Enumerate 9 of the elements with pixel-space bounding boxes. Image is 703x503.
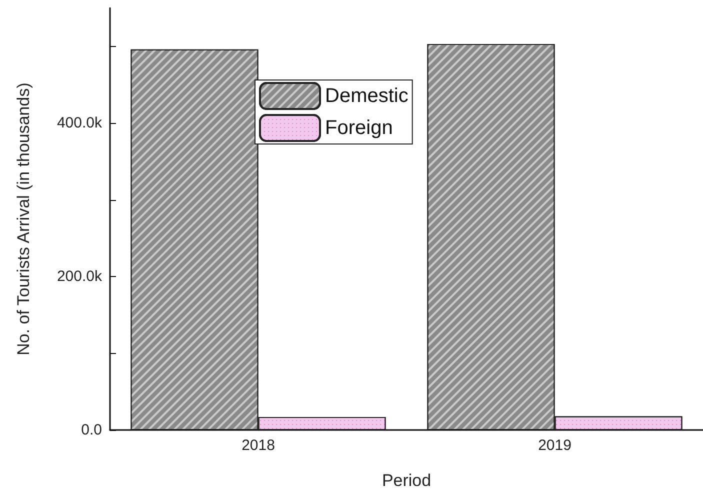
y-tick-label: 200.0k xyxy=(56,268,102,286)
y-tick-label: 0.0 xyxy=(81,422,102,438)
y-axis-title: No. of Tourists Arrival (in thousands) xyxy=(14,82,33,356)
x-axis-title: Period xyxy=(382,471,432,490)
legend-label: Demestic xyxy=(325,85,408,107)
legend-label: Foreign xyxy=(325,117,393,139)
y-tick-label: 400.0k xyxy=(56,114,102,132)
x-tick-label: 2019 xyxy=(538,437,572,454)
x-tick-label: 2018 xyxy=(242,437,275,454)
